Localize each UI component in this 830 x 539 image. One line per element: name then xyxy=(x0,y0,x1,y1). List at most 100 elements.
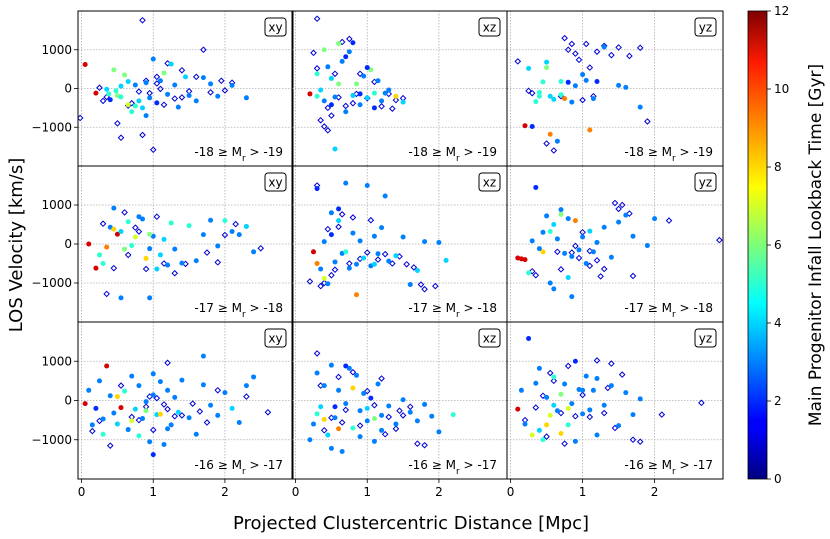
x-tick-label: 0 xyxy=(507,485,515,499)
hollow-diamond-point xyxy=(221,87,229,94)
hollow-diamond-point xyxy=(338,419,346,426)
scatter-point xyxy=(558,430,564,436)
hollow-diamond-point xyxy=(568,40,576,48)
hollow-diamond-point xyxy=(665,217,673,224)
hollow-diamond-point xyxy=(532,271,540,279)
hollow-diamond-point xyxy=(636,438,644,446)
scatter-point xyxy=(321,239,327,245)
scatter-point xyxy=(314,186,320,192)
x-tick-label: 2 xyxy=(435,485,443,499)
panel-ticks xyxy=(74,49,78,128)
scatter-point xyxy=(354,81,359,87)
colorbar-tick-label: 6 xyxy=(774,238,782,252)
scatter-point xyxy=(222,218,228,224)
hollow-diamond-point xyxy=(342,406,350,414)
scatter-point xyxy=(321,47,327,53)
scatter-point xyxy=(165,91,171,97)
scatter-point xyxy=(104,86,110,92)
projection-label-text: xy xyxy=(268,332,282,346)
y-tick-label: 1000 xyxy=(41,198,72,212)
scatter-point xyxy=(354,261,359,267)
hollow-diamond-point xyxy=(324,127,332,134)
magnitude-range-label: -16 ≥ Mr > -17 xyxy=(194,458,283,477)
scatter-point xyxy=(314,411,320,417)
hollow-diamond-point xyxy=(338,38,346,46)
scatter-point xyxy=(193,431,199,437)
scatter-point xyxy=(129,373,135,379)
scatter-point xyxy=(371,90,377,96)
projection-label-box xyxy=(264,328,287,348)
scatter-point xyxy=(165,262,171,268)
projection-label: xy xyxy=(264,328,287,348)
scatter-point xyxy=(122,246,128,252)
hollow-diamond-point xyxy=(532,404,540,411)
hollow-diamond-point xyxy=(139,131,146,139)
hollow-diamond-point xyxy=(579,96,586,104)
scatter-point xyxy=(328,445,334,451)
scatter-point xyxy=(343,249,349,255)
scatter-point xyxy=(623,84,629,90)
scatter-point xyxy=(400,234,406,240)
scatter-point xyxy=(350,230,356,236)
gridlines xyxy=(78,322,293,479)
hollow-diamond-point xyxy=(214,386,222,394)
hollow-diamond-point xyxy=(371,401,378,409)
scatter-point xyxy=(111,410,117,416)
scatter-point xyxy=(354,292,359,298)
scatter-point xyxy=(515,406,521,412)
scatter-point xyxy=(630,412,636,418)
magnitude-range-label: -17 ≥ Mr > -18 xyxy=(624,301,713,320)
hollow-diamond-point xyxy=(196,408,204,415)
hollow-diamond-point xyxy=(539,392,547,400)
hollow-diamond-point xyxy=(324,104,332,112)
scatter-point xyxy=(526,65,532,71)
hollow-diamond-point xyxy=(396,407,403,415)
scatter-point xyxy=(150,371,156,377)
scatter-point xyxy=(551,96,557,102)
hollow-diamond-point xyxy=(171,95,179,102)
hollow-diamond-point xyxy=(135,228,143,235)
scatter-point xyxy=(82,401,88,407)
scatter-point xyxy=(332,259,338,265)
hollow-diamond-point xyxy=(189,400,196,407)
scatter-point xyxy=(208,81,214,87)
scatter-point xyxy=(562,250,568,256)
scatter-point xyxy=(608,254,614,260)
projection-label: xz xyxy=(478,17,501,37)
scatter-point xyxy=(601,224,607,230)
hollow-diamond-point xyxy=(550,147,558,154)
scatter-point xyxy=(364,95,370,101)
scatter-point xyxy=(132,82,138,88)
scatter-point xyxy=(594,239,600,245)
hollow-diamond-point xyxy=(257,244,265,252)
scatter-point xyxy=(336,81,342,87)
scatter-point xyxy=(522,123,528,129)
scatter-point xyxy=(393,93,399,99)
scatter-point xyxy=(379,225,385,231)
scatter-point xyxy=(122,388,128,394)
scatter-point xyxy=(186,223,192,229)
projection-label: xy xyxy=(264,172,287,192)
scatter-point xyxy=(558,92,564,98)
scatter-point xyxy=(379,412,385,418)
scatter-point xyxy=(569,99,575,105)
hollow-diamond-point xyxy=(381,250,389,258)
scatter-point xyxy=(540,79,546,85)
gridlines xyxy=(507,322,723,479)
panel-frame xyxy=(291,10,508,167)
hollow-diamond-point xyxy=(218,77,225,85)
scatter-point xyxy=(357,434,363,440)
scatter-point xyxy=(143,399,149,405)
scatter-point xyxy=(544,422,550,428)
scatter-point xyxy=(328,75,334,81)
scatter-point xyxy=(400,99,406,105)
hollow-diamond-point xyxy=(346,35,353,43)
scatter-point xyxy=(590,96,596,102)
scatter-point xyxy=(168,422,174,428)
scatter-point xyxy=(565,405,571,411)
scatter-point xyxy=(422,239,428,245)
y-tick-label: 0 xyxy=(64,82,72,96)
scatter-point xyxy=(565,79,571,85)
hollow-diamond-point xyxy=(178,412,186,419)
scatter-point xyxy=(565,275,571,281)
